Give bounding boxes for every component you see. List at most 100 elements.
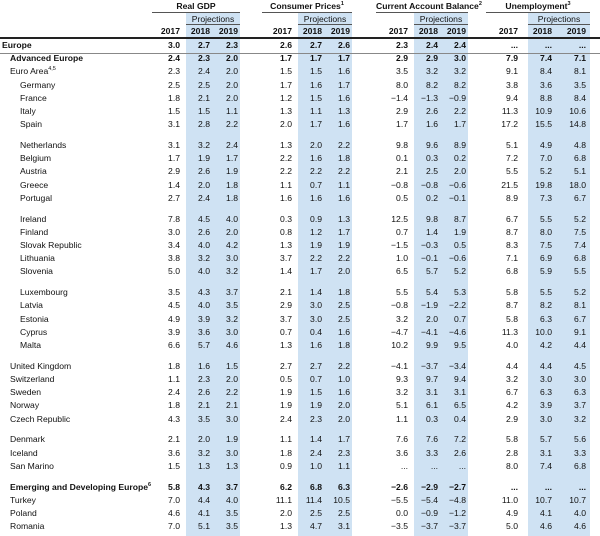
cell-value: 4.0	[198, 300, 210, 311]
cell-value: 7.1	[506, 253, 518, 264]
cell-value: 2.9	[168, 166, 180, 177]
cell-value: 2.5	[310, 508, 322, 518]
cell-value: 1.5	[280, 66, 292, 77]
cell-value: 0.3	[426, 413, 438, 424]
cell-value: −1.9	[421, 300, 438, 311]
cell-value: ...	[510, 40, 518, 50]
cell-value: 3.3	[574, 447, 586, 458]
cell-value: 0.7	[310, 374, 322, 384]
cell-value: 2.1	[198, 92, 210, 103]
cell-value: 11.3	[501, 106, 518, 116]
cell-value: 6.6	[168, 340, 180, 350]
cell-value: 3.2	[396, 313, 408, 324]
cell-value: 2.7	[198, 40, 210, 50]
cell-value: 1.3	[280, 140, 292, 150]
cell-value: 2.0	[280, 508, 292, 518]
row-label-text: Latvia	[20, 300, 43, 311]
projection-band	[528, 13, 590, 536]
row-label-text: Italy	[20, 106, 36, 116]
cell-value: 9.1	[506, 66, 518, 77]
projections-label: Projections	[303, 14, 347, 24]
cell-value: 9.4	[454, 374, 466, 384]
cell-value: 3.6	[396, 447, 408, 458]
cell-value: 2.6	[198, 387, 210, 398]
cell-value: −4.1	[391, 360, 408, 371]
cell-value: 1.7	[338, 79, 350, 90]
cell-value: 11.3	[501, 326, 518, 337]
footnote-marker: 2	[478, 1, 482, 7]
row-label-text: Emerging and Developing Europe	[10, 481, 148, 492]
row-label-text: Germany	[20, 79, 56, 90]
year-header: 2017	[160, 26, 180, 36]
group-label: Unemployment	[505, 1, 568, 11]
cell-value: 4.0	[226, 494, 238, 505]
row-label: France	[20, 93, 47, 103]
cell-value: 2.4	[168, 387, 180, 398]
cell-value: 2.7	[310, 40, 322, 50]
cell-value: 7.2	[454, 434, 466, 445]
column-group-header: Real GDP	[152, 2, 240, 11]
cell-value: 1.6	[310, 153, 322, 164]
cell-value: 1.3	[198, 460, 210, 471]
cell-value: 8.8	[540, 92, 552, 103]
cell-value: 5.3	[454, 287, 466, 298]
row-label: Greece	[20, 179, 49, 190]
cell-value: 8.7	[506, 300, 518, 311]
cell-value: 0.4	[310, 326, 322, 337]
cell-value: 1.6	[338, 66, 350, 77]
cell-value: 2.0	[226, 53, 238, 64]
cell-value: 6.1	[426, 400, 438, 411]
cell-value: 1.7	[280, 79, 292, 90]
row-label: Czech Republic	[10, 414, 70, 424]
row-label: Germany	[20, 79, 56, 90]
cell-value: 2.9	[506, 413, 518, 424]
cell-value: 2.8	[506, 447, 518, 458]
cell-value: 1.2	[310, 226, 322, 237]
cell-value: 1.7	[338, 53, 350, 64]
cell-value: 15.5	[535, 119, 552, 130]
projection-band	[414, 13, 468, 536]
cell-value: 2.3	[198, 53, 210, 64]
cell-value: −1.5	[391, 240, 408, 250]
cell-value: 11.0	[501, 494, 518, 505]
cell-value: 4.6	[574, 521, 586, 532]
cell-value: 2.0	[226, 66, 238, 77]
row-label-text: Greece	[20, 179, 49, 190]
cell-value: 2.7	[168, 192, 180, 203]
cell-value: −0.6	[449, 253, 466, 264]
row-label-text: Austria	[20, 166, 47, 177]
cell-value: 1.7	[396, 119, 408, 130]
cell-value: 10.9	[535, 106, 552, 116]
cell-value: ...	[578, 40, 586, 50]
cell-value: 1.5	[198, 106, 210, 116]
cell-value: 2.2	[454, 106, 466, 116]
cell-value: 1.9	[338, 240, 350, 250]
cell-value: 3.5	[198, 413, 210, 424]
row-label: Italy	[20, 107, 36, 116]
cell-value: 10.0	[535, 326, 552, 337]
cell-value: 9.5	[454, 340, 466, 350]
cell-value: 9.8	[426, 213, 438, 224]
cell-value: 3.6	[198, 326, 210, 337]
cell-value: 17.2	[501, 119, 518, 130]
year-header: 2018	[190, 26, 210, 36]
cell-value: 3.7	[280, 253, 292, 264]
row-label-text: Europe	[2, 40, 32, 50]
cell-value: −0.3	[421, 240, 438, 250]
row-label-text: Turkey	[10, 494, 36, 505]
cell-value: −2.7	[449, 481, 466, 492]
row-label: Luxembourg	[20, 288, 68, 297]
cell-value: 7.4	[540, 460, 552, 471]
cell-value: 2.2	[338, 253, 350, 264]
cell-value: 5.0	[168, 266, 180, 277]
cell-value: 1.6	[338, 387, 350, 398]
cell-value: 3.2	[198, 253, 210, 264]
cell-value: 3.8	[506, 79, 518, 90]
cell-value: 2.5	[168, 79, 180, 90]
row-label-text: United Kingdom	[10, 360, 72, 371]
cell-value: 6.7	[574, 313, 586, 324]
cell-value: 10.5	[333, 494, 350, 505]
cell-value: 2.0	[310, 140, 322, 150]
cell-value: 1.9	[280, 400, 292, 411]
row-label-text: Ireland	[20, 213, 47, 224]
